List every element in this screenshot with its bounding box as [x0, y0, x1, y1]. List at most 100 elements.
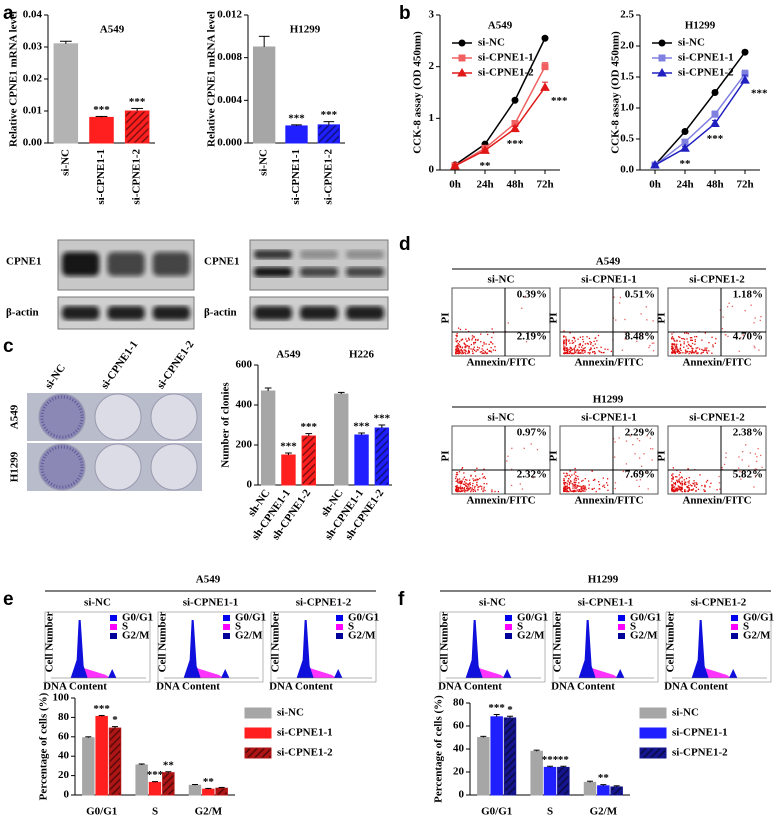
event-dot	[612, 438, 615, 440]
event-dot	[455, 338, 457, 340]
quadrant-percent: 0.39%	[517, 289, 547, 301]
cycle-column-label: si-CPNE1-2	[296, 597, 352, 609]
legend-marker	[658, 54, 666, 62]
event-dot	[755, 468, 758, 470]
event-dot	[582, 490, 585, 492]
flow-y-label: PI	[440, 313, 452, 324]
panel-label: f	[398, 589, 405, 610]
event-dot	[568, 487, 571, 489]
event-dot	[491, 489, 493, 491]
event-dot	[565, 339, 568, 342]
cycle-column-label: si-CPNE1-1	[578, 597, 634, 609]
event-dot	[742, 469, 744, 472]
legend-label: si-CPNE1-1	[672, 727, 728, 739]
x-tick-label: si-CPNE1-2	[131, 149, 143, 205]
event-dot	[580, 486, 582, 488]
event-dot	[570, 352, 573, 355]
event-dot	[569, 342, 571, 344]
significance: ***	[488, 702, 505, 714]
event-dot	[474, 338, 477, 341]
event-dot	[579, 336, 582, 338]
event-dot	[575, 477, 577, 480]
event-dot	[582, 487, 584, 489]
event-dot	[464, 344, 467, 346]
legend-label: si-CPNE1-1	[478, 52, 534, 64]
event-dot	[681, 488, 683, 491]
event-dot	[744, 310, 746, 312]
event-dot	[459, 481, 461, 484]
line	[454, 37, 546, 166]
x-tick-label: 72h	[736, 179, 753, 191]
event-dot	[570, 490, 573, 493]
event-dot	[563, 336, 565, 338]
event-dot	[652, 448, 654, 450]
event-dot	[465, 487, 468, 490]
event-dot	[468, 347, 470, 349]
event-dot	[582, 348, 584, 350]
legend-marker	[658, 39, 666, 47]
event-dot	[682, 352, 684, 354]
bar	[260, 390, 276, 486]
event-dot	[593, 350, 596, 353]
event-dot	[581, 351, 583, 353]
significance: **	[598, 772, 610, 784]
event-dot	[566, 486, 568, 488]
event-dot	[676, 348, 678, 350]
event-dot	[468, 479, 471, 481]
event-dot	[580, 487, 583, 489]
event-dot	[573, 336, 575, 339]
event-dot	[706, 479, 709, 482]
y-tick-label: 2	[429, 60, 435, 72]
phase-legend-label: S	[235, 621, 241, 633]
event-dot	[706, 347, 708, 349]
event-dot	[570, 347, 572, 350]
colony-row-label: A549	[9, 404, 21, 429]
event-dot	[461, 347, 463, 349]
event-dot	[461, 352, 463, 355]
significance: *	[507, 704, 513, 716]
panel-label: d	[399, 234, 411, 255]
event-dot	[456, 490, 458, 493]
legend-marker	[457, 67, 467, 77]
event-dot	[475, 350, 477, 353]
blot-band	[254, 250, 292, 259]
event-dot	[474, 479, 476, 481]
event-dot	[728, 302, 730, 304]
event-dot	[456, 472, 458, 474]
point	[650, 160, 660, 169]
event-dot	[748, 465, 750, 467]
event-dot	[577, 352, 579, 354]
significance: **	[480, 160, 492, 172]
event-dot	[681, 483, 684, 486]
event-dot	[585, 488, 587, 491]
event-dot	[572, 490, 575, 493]
event-dot	[483, 468, 485, 470]
event-dot	[674, 490, 676, 493]
event-dot	[684, 481, 687, 483]
y-tick-label: 80	[453, 697, 465, 709]
event-dot	[703, 490, 706, 493]
event-dot	[457, 489, 459, 492]
event-dot	[676, 346, 678, 349]
event-dot	[456, 332, 458, 335]
event-dot	[481, 486, 483, 488]
event-dot	[604, 348, 606, 350]
event-dot	[563, 349, 566, 351]
event-dot	[477, 486, 479, 489]
event-dot	[692, 482, 694, 484]
event-dot	[704, 484, 706, 487]
event-dot	[696, 483, 698, 486]
event-dot	[494, 490, 496, 493]
flow-x-label: Annexin/FITC	[466, 357, 535, 369]
event-dot	[564, 348, 566, 350]
event-dot	[701, 484, 703, 487]
event-dot	[632, 443, 634, 446]
event-dot	[694, 485, 696, 487]
x-tick-label: 24h	[476, 179, 493, 191]
y-tick-label: 0.000	[217, 137, 242, 149]
event-dot	[710, 482, 712, 484]
event-dot	[671, 337, 673, 339]
flow-column-label: si-CPNE1-2	[689, 274, 745, 286]
quadrant-percent: 2.38%	[733, 427, 763, 439]
flow-plot	[667, 287, 767, 357]
